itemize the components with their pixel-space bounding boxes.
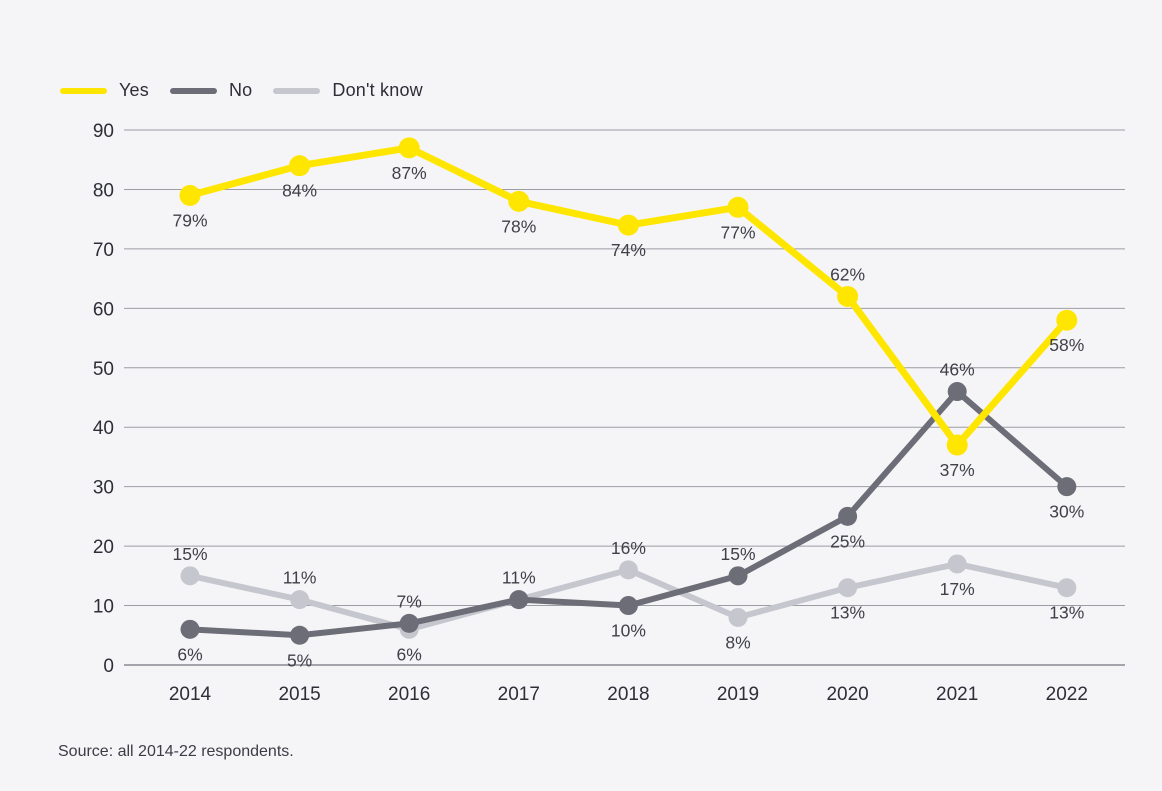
x-axis-tick-label: 2021 bbox=[936, 684, 978, 705]
data-point bbox=[617, 214, 639, 236]
x-axis-tick-label: 2015 bbox=[278, 684, 320, 705]
data-point bbox=[1057, 578, 1077, 598]
data-point bbox=[946, 434, 968, 456]
y-axis-tick-label: 80 bbox=[93, 180, 114, 201]
data-point bbox=[290, 590, 310, 610]
data-point bbox=[618, 596, 638, 616]
y-axis-tick-label: 90 bbox=[93, 121, 114, 142]
data-label: 77% bbox=[720, 222, 755, 242]
data-point bbox=[290, 625, 310, 645]
data-label: 87% bbox=[392, 163, 427, 183]
source-note: Source: all 2014-22 respondents. bbox=[58, 743, 294, 760]
y-axis-tick-label: 30 bbox=[93, 478, 114, 499]
y-axis-tick-label: 70 bbox=[93, 240, 114, 261]
legend-label-no: No bbox=[228, 80, 253, 100]
data-label: 11% bbox=[283, 568, 317, 588]
data-point bbox=[947, 382, 967, 402]
x-axis-tick-label: 2016 bbox=[388, 684, 430, 705]
legend-label-yes: Yes bbox=[119, 80, 149, 100]
x-axis-tick-label: 2020 bbox=[826, 684, 868, 705]
series-line-yes bbox=[186, 144, 1071, 449]
data-point bbox=[947, 554, 967, 574]
data-point bbox=[838, 578, 858, 598]
y-axis-tick-label: 0 bbox=[103, 656, 114, 677]
data-point bbox=[837, 285, 859, 307]
x-axis-tick-label: 2022 bbox=[1046, 684, 1088, 705]
data-point bbox=[727, 196, 749, 218]
data-label: 13% bbox=[830, 603, 865, 623]
chart-legend: Yes No Don't know bbox=[60, 80, 444, 101]
data-point bbox=[398, 137, 420, 159]
data-point bbox=[838, 506, 858, 526]
data-point bbox=[289, 155, 311, 177]
data-label: 46% bbox=[940, 360, 975, 380]
data-label: 74% bbox=[611, 240, 646, 260]
data-label: 7% bbox=[397, 591, 422, 611]
data-point bbox=[179, 184, 201, 206]
data-label: 10% bbox=[611, 621, 646, 641]
data-label: 79% bbox=[172, 210, 207, 230]
data-point bbox=[728, 566, 748, 586]
data-point bbox=[728, 607, 748, 627]
data-label: 78% bbox=[501, 216, 536, 236]
data-label: 6% bbox=[397, 644, 422, 664]
data-label: 15% bbox=[720, 544, 755, 564]
legend-item-yes: Yes bbox=[60, 80, 149, 101]
data-point bbox=[180, 619, 200, 639]
legend-item-dont-know: Don't know bbox=[273, 80, 423, 101]
x-axis-tick-label: 2014 bbox=[169, 684, 212, 705]
legend-swatch-no bbox=[169, 87, 217, 94]
data-label: 84% bbox=[282, 181, 317, 201]
y-axis-tick-label: 40 bbox=[93, 418, 114, 439]
legend-item-no: No bbox=[169, 80, 253, 101]
data-label: 16% bbox=[611, 538, 646, 558]
data-point bbox=[1057, 477, 1077, 497]
legend-label-dont-know: Don't know bbox=[332, 80, 423, 100]
data-label: 30% bbox=[1049, 502, 1084, 522]
data-point bbox=[399, 613, 419, 633]
data-point bbox=[1056, 309, 1078, 331]
x-axis-tick-label: 2017 bbox=[498, 684, 540, 705]
y-axis-tick-label: 60 bbox=[93, 299, 114, 320]
data-label: 37% bbox=[940, 460, 975, 480]
data-label: 58% bbox=[1049, 335, 1084, 355]
legend-swatch-yes bbox=[60, 87, 107, 94]
data-point bbox=[180, 566, 200, 586]
data-label: 25% bbox=[830, 531, 865, 551]
x-axis-tick-label: 2019 bbox=[717, 684, 759, 705]
x-axis-tick-label: 2018 bbox=[607, 684, 649, 705]
legend-swatch-dont-know bbox=[273, 87, 321, 94]
data-point bbox=[509, 590, 529, 610]
y-axis-tick-label: 20 bbox=[93, 537, 114, 558]
data-label: 13% bbox=[1049, 603, 1084, 623]
data-label: 8% bbox=[725, 632, 750, 652]
data-label: 15% bbox=[172, 544, 207, 564]
data-label: 6% bbox=[177, 644, 202, 664]
data-label: 11% bbox=[502, 568, 536, 588]
data-point bbox=[618, 560, 638, 580]
data-point bbox=[508, 190, 530, 212]
data-label: 5% bbox=[287, 650, 312, 670]
y-axis-tick-label: 50 bbox=[93, 359, 114, 380]
y-axis-tick-label: 10 bbox=[93, 597, 114, 618]
data-label: 17% bbox=[940, 579, 975, 599]
data-label: 62% bbox=[830, 264, 865, 284]
